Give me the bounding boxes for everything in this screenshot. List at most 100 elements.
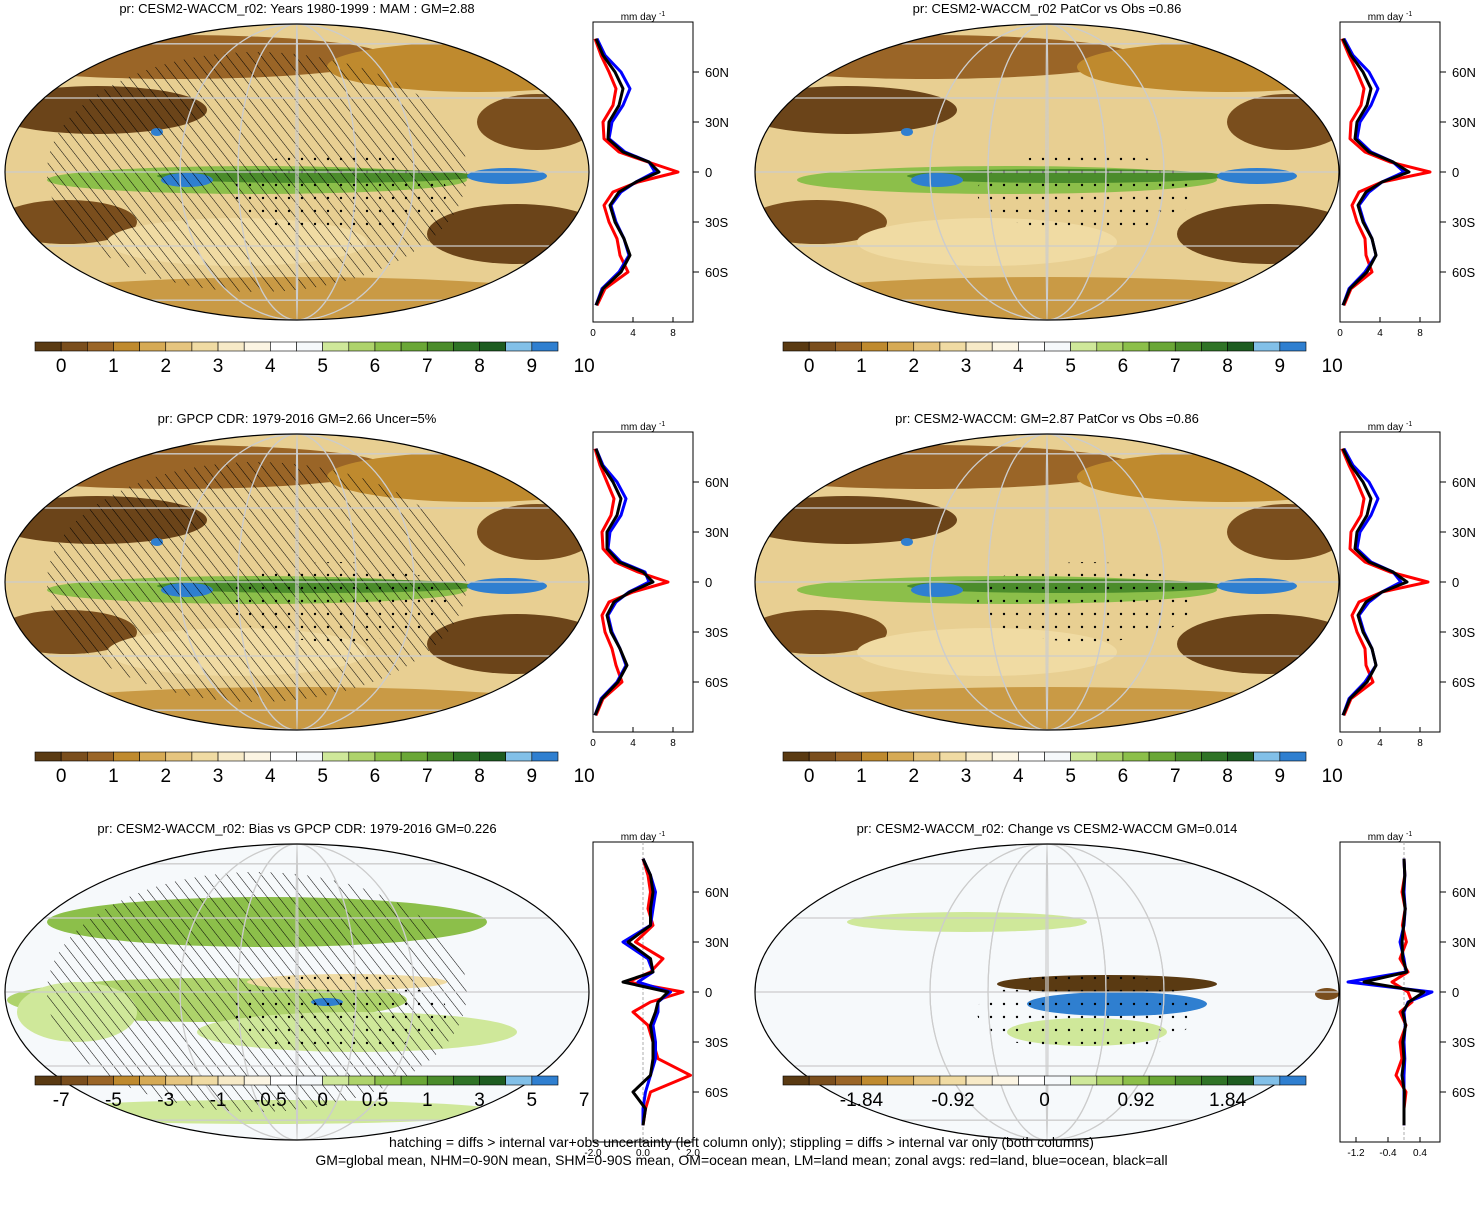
colorbar-swatch <box>113 1075 140 1086</box>
colorbar-swatch <box>1279 751 1307 762</box>
monsoon-max <box>901 538 913 546</box>
colorbar-swatch <box>1148 751 1176 762</box>
amazon-max <box>467 578 547 594</box>
colorbar-label: 4 <box>1013 766 1024 787</box>
colorbar: 0 1 2 3 4 5 6 7 8 9 10 <box>34 751 595 787</box>
zonal-mean-plot: mm day -1 60N 30N 0 30S 60S 0 4 8 <box>590 11 729 339</box>
colorbar-swatch <box>531 341 559 352</box>
lat-tick-label: 60S <box>1452 1085 1475 1100</box>
colorbar-label: 1 <box>856 766 867 787</box>
colorbar-label: 0 <box>56 766 67 787</box>
zonal-mean-plot: mm day -1 60N 30N 0 30S 60S 0 4 8 <box>590 421 729 749</box>
colorbar-swatch <box>991 341 1019 352</box>
colorbar-swatch <box>782 1075 810 1086</box>
colorbar-swatch <box>782 751 810 762</box>
colorbar-swatch <box>191 1075 219 1086</box>
colorbar-swatch <box>808 341 836 352</box>
colorbar-label: 1 <box>108 356 119 377</box>
zonal-line-all <box>1362 858 1426 1126</box>
map-outline <box>4 843 590 1141</box>
colorbar-swatch <box>1018 1075 1045 1086</box>
colorbar-swatch <box>505 751 533 762</box>
unit-label: mm day -1 <box>1368 421 1413 433</box>
x-tick-label: -2.0 <box>584 1148 602 1159</box>
colorbar-swatch <box>60 751 88 762</box>
lat-tick-label: 60N <box>705 885 729 900</box>
colorbar-swatch <box>34 751 62 762</box>
colorbar-label: 8 <box>474 766 485 787</box>
colorbar-label: -7 <box>53 1090 70 1111</box>
colorbar-label: 3 <box>213 356 224 377</box>
monsoon-max <box>901 128 913 136</box>
dry-east <box>477 94 589 150</box>
colorbar-swatch <box>400 341 428 352</box>
lat-tick-label: 30N <box>1452 935 1476 950</box>
graticule-meridian <box>987 844 1107 1140</box>
colorbar-label: 3 <box>961 356 972 377</box>
colorbar-label: 1 <box>108 766 119 787</box>
dry-south-east <box>1177 614 1339 674</box>
x-tick-label: 0.4 <box>1413 1148 1427 1159</box>
colorbar-label: 8 <box>474 356 485 377</box>
lat-tick-label: 60S <box>705 675 728 690</box>
colorbar-swatch <box>87 341 114 352</box>
lat-tick-label: 60N <box>1452 65 1476 80</box>
colorbar-swatch <box>1122 1075 1150 1086</box>
colorbar-swatch <box>1174 1075 1202 1086</box>
lat-tick-label: 30S <box>1452 625 1475 640</box>
colorbar-swatch <box>243 751 271 762</box>
wetting-north <box>847 912 1087 932</box>
colorbar-swatch <box>834 751 862 762</box>
colorbar-swatch <box>1070 1075 1098 1086</box>
colorbar: 0 1 2 3 4 5 6 7 8 9 10 <box>34 341 595 377</box>
colorbar-label: 6 <box>1118 766 1129 787</box>
lat-tick-label: 0 <box>1452 575 1459 590</box>
sahara-dry <box>755 86 957 134</box>
colorbar-swatch <box>243 1075 271 1086</box>
x-tick-label: 4 <box>1377 738 1383 749</box>
lat-tick-label: 30N <box>705 115 729 130</box>
graticule-meridian <box>295 24 299 320</box>
lat-tick-label: 30N <box>705 935 729 950</box>
graticule-meridian <box>295 434 299 730</box>
panel-title: pr: CESM2-WACCM_r02: Years 1980-1999 : M… <box>119 1 474 16</box>
colorbar-swatch <box>34 341 62 352</box>
colorbar-label: 10 <box>1322 766 1343 787</box>
colorbar-label: 7 <box>422 766 433 787</box>
colorbar-swatch <box>1174 341 1202 352</box>
zonal-line-land <box>593 38 680 306</box>
unit-exponent: -1 <box>659 11 665 18</box>
colorbar-swatch <box>400 751 428 762</box>
colorbar-swatch <box>139 341 167 352</box>
colorbar-swatch <box>60 1075 88 1086</box>
lat-tick-label: 0 <box>705 165 712 180</box>
dry-east <box>1227 504 1339 560</box>
colorbar-swatch <box>426 341 454 352</box>
colorbar-label: -1 <box>210 1090 227 1111</box>
colorbar-swatch <box>348 1075 376 1086</box>
colorbar: -1.84 -0.92 0 0.92 1.84 <box>782 1075 1307 1111</box>
colorbar-swatch <box>965 1075 993 1086</box>
colorbar-swatch <box>165 751 193 762</box>
colorbar-swatch <box>1253 1075 1281 1086</box>
graticule-meridian <box>1045 434 1049 730</box>
colorbar-swatch <box>479 751 506 762</box>
colorbar-swatch <box>270 751 297 762</box>
colorbar: -7 -5 -3 -1 -0.5 0 0.5 1 3 5 7 <box>34 1075 589 1111</box>
lat-tick-label: 60S <box>1452 675 1475 690</box>
x-tick-label: -0.4 <box>1379 1148 1397 1159</box>
colorbar-label: 5 <box>1065 766 1076 787</box>
colorbar-label: 0 <box>804 766 815 787</box>
colorbar-swatch <box>243 341 271 352</box>
drying-atlantic <box>1315 988 1339 1000</box>
dry-east <box>1227 94 1339 150</box>
colorbar-label: 1.84 <box>1209 1090 1246 1111</box>
colorbar-label: 0.92 <box>1118 1090 1155 1111</box>
unit-exponent: -1 <box>1406 11 1412 18</box>
map-field <box>5 844 589 1140</box>
panel-4: pr: CESM2-WACCM: GM=2.87 PatCor vs Obs =… <box>754 411 1476 787</box>
colorbar-swatch <box>270 1075 297 1086</box>
colorbar-label: 4 <box>265 356 276 377</box>
colorbar-swatch <box>1096 341 1124 352</box>
graticule-meridian <box>295 844 299 1140</box>
